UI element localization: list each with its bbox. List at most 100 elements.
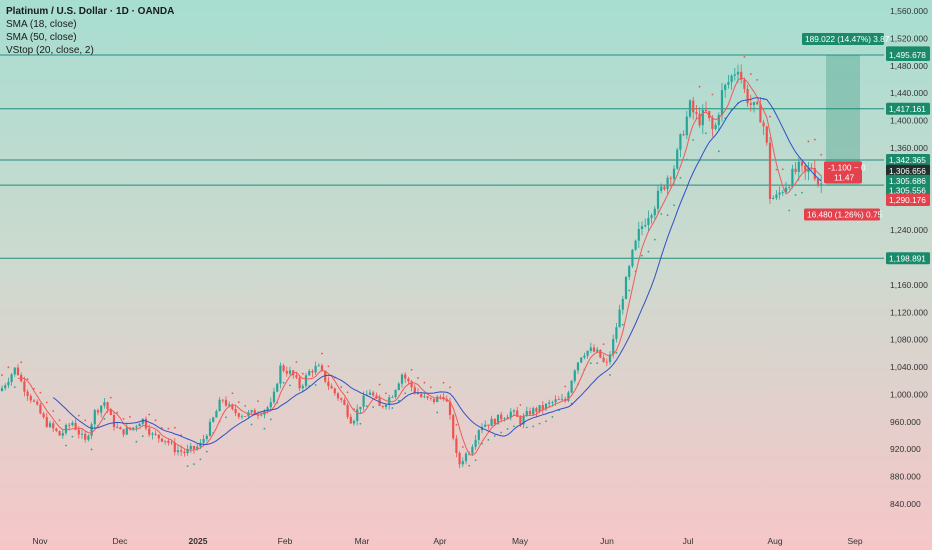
- candle: [400, 373, 404, 388]
- vstop-dot: [500, 431, 503, 434]
- candle: [285, 366, 288, 377]
- y-tick-label: 1,240.000: [890, 225, 928, 235]
- candle: [477, 429, 480, 445]
- svg-text:1,306.656: 1,306.656: [889, 166, 926, 176]
- candle: [464, 451, 468, 465]
- candle: [442, 393, 445, 402]
- y-tick-label: 1,520.000: [890, 33, 928, 43]
- candle: [39, 402, 42, 415]
- candle: [10, 372, 13, 386]
- candle: [580, 357, 583, 364]
- vstop-dot: [250, 423, 253, 426]
- y-tick-label: 1,480.000: [890, 61, 928, 71]
- candle: [436, 395, 439, 403]
- x-tick-label: Sep: [847, 536, 862, 546]
- vstop-dot: [769, 115, 771, 118]
- candle: [314, 361, 317, 375]
- vstop-dot: [167, 427, 170, 430]
- candle: [173, 437, 176, 456]
- candle: [608, 351, 612, 365]
- vstop-indicator: [1, 56, 823, 467]
- vstop-dot: [705, 132, 707, 135]
- vstop-dot: [77, 414, 80, 417]
- candle: [631, 248, 634, 269]
- target-label: 189.022 (14.47%) 3.87: [802, 33, 890, 46]
- candle: [640, 221, 644, 236]
- vstop-dot: [532, 425, 535, 428]
- indicator-sma50: SMA (50, close): [6, 32, 77, 43]
- vstop-dot: [487, 438, 490, 441]
- candle: [733, 68, 736, 81]
- candle: [484, 420, 487, 428]
- candle: [135, 424, 138, 432]
- vstop-dot: [141, 435, 144, 438]
- candle: [96, 408, 100, 416]
- vstop-dot: [26, 378, 29, 381]
- candle: [692, 96, 695, 120]
- vstop-dot: [788, 209, 791, 212]
- candle: [439, 394, 442, 400]
- vstop-dot: [666, 214, 669, 217]
- y-tick-label: 1,040.000: [890, 362, 928, 372]
- candle: [144, 416, 148, 431]
- candle: [48, 420, 52, 429]
- candle: [224, 396, 228, 408]
- x-tick-label: May: [512, 536, 529, 546]
- candle: [586, 350, 589, 359]
- vstop-dot: [20, 361, 23, 364]
- candle: [544, 402, 548, 411]
- candle: [557, 396, 560, 401]
- candle: [800, 160, 804, 173]
- candle: [384, 403, 388, 410]
- candle: [727, 74, 730, 89]
- vstop-dot: [775, 168, 778, 171]
- candle: [333, 387, 336, 396]
- price-tag: 1,290.176: [886, 193, 930, 206]
- candle: [61, 429, 64, 439]
- candle: [669, 175, 672, 188]
- candle: [311, 369, 314, 377]
- candle: [80, 429, 84, 439]
- candle: [32, 399, 36, 403]
- x-tick-label: Dec: [112, 536, 128, 546]
- vstop-dot: [436, 411, 439, 414]
- candle: [704, 101, 708, 113]
- candle: [784, 181, 788, 194]
- vstop-dot: [461, 446, 464, 448]
- candle: [42, 411, 45, 419]
- vstop-dot: [205, 450, 208, 453]
- price-tag: 1,495.678: [886, 49, 930, 62]
- candle: [679, 133, 682, 158]
- vstop-dot: [327, 365, 330, 368]
- vstop-dot: [538, 422, 541, 425]
- candle: [772, 195, 775, 200]
- candle: [423, 392, 426, 399]
- candle: [26, 389, 29, 401]
- vstop-dot: [52, 410, 55, 412]
- candle: [45, 412, 48, 429]
- vstop-dot: [225, 416, 227, 419]
- candle: [154, 430, 157, 437]
- candle: [208, 418, 212, 437]
- candle: [589, 342, 592, 353]
- candle: [205, 434, 208, 442]
- vstop-dot: [289, 384, 291, 387]
- candle: [157, 434, 160, 443]
- candle: [583, 352, 586, 360]
- candle: [621, 295, 624, 315]
- svg-text:1,305.686: 1,305.686: [889, 176, 926, 186]
- vstop-dot: [653, 238, 656, 241]
- vstop-dot: [365, 405, 368, 407]
- x-tick-label: Apr: [433, 536, 446, 546]
- svg-text:-1.100 − 0: -1.100 − 0: [828, 162, 866, 172]
- candle: [381, 405, 384, 409]
- vstop-dot: [711, 93, 714, 96]
- candle: [167, 438, 170, 446]
- candle: [717, 112, 720, 131]
- candle: [746, 84, 749, 107]
- candle: [100, 405, 103, 418]
- candle: [503, 417, 506, 422]
- candle: [487, 424, 490, 430]
- current-price-label: -1.100 − 011.47: [824, 161, 866, 184]
